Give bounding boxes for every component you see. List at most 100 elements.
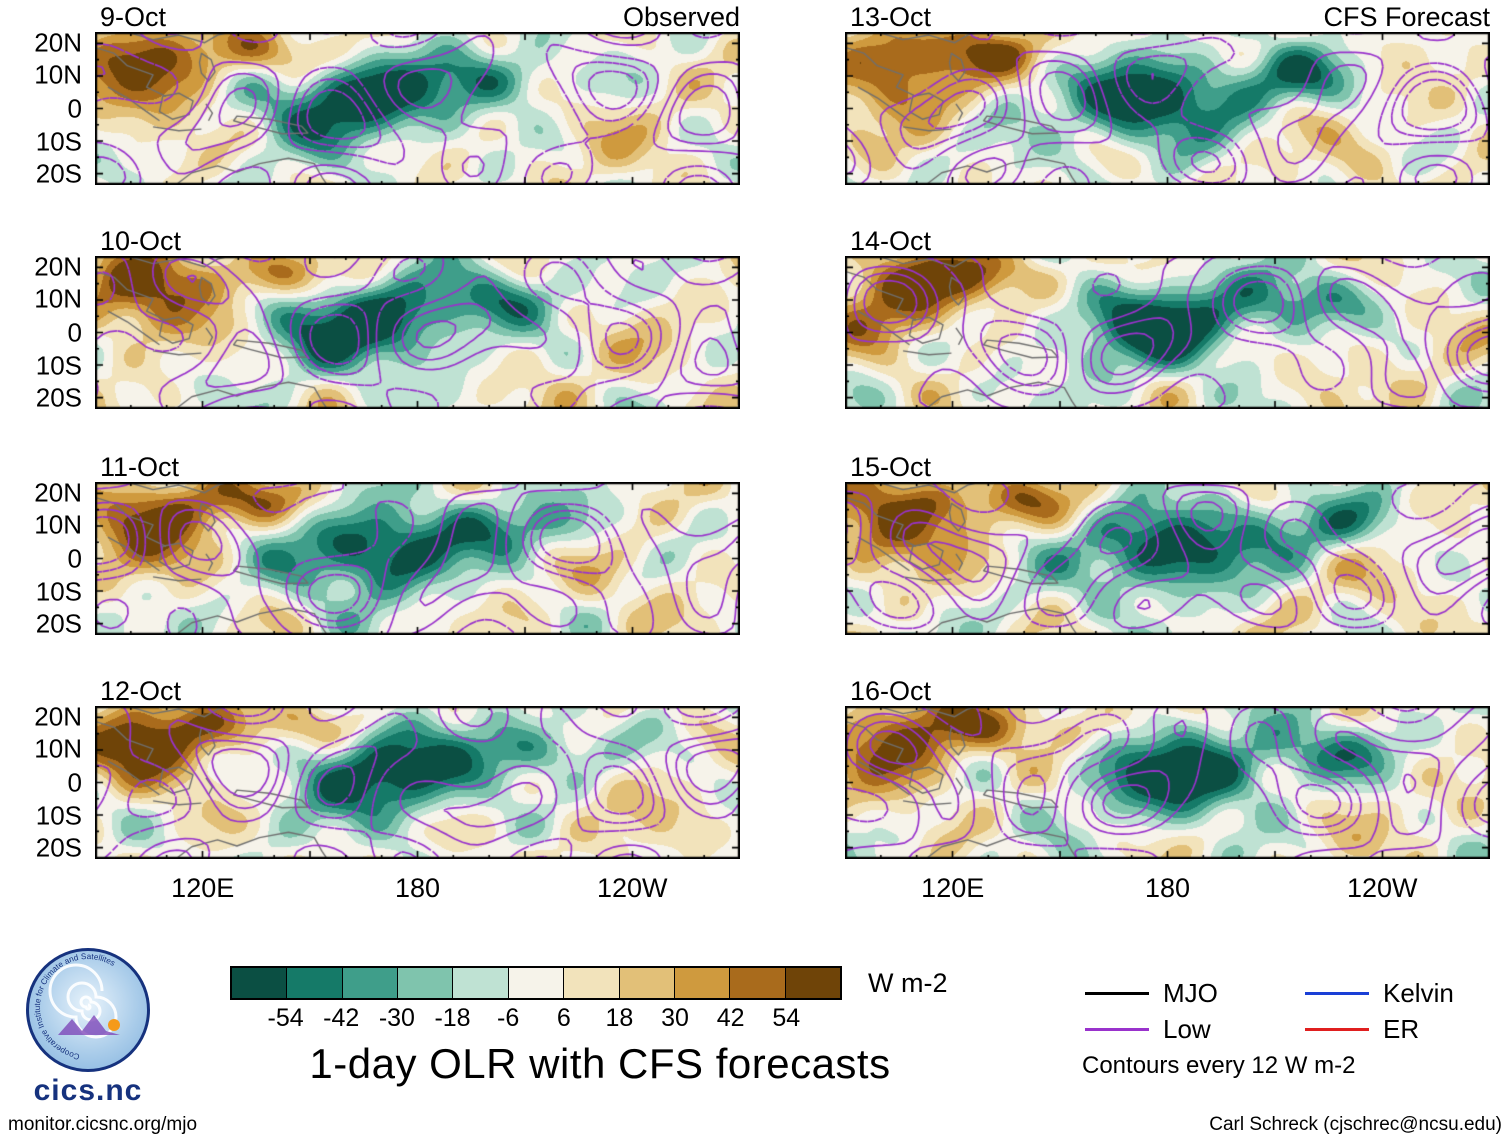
colorbar-cell (619, 968, 675, 998)
kelvin-line-icon (1305, 992, 1369, 995)
lat-tick-label: 10N (34, 509, 82, 540)
observed-column-header: Observed (622, 2, 740, 32)
lon-axis-left: 120E 180 120W (95, 873, 740, 905)
colorbar-tick-label: 54 (772, 1004, 801, 1032)
lat-axis-row1: 20N 10N 0 10S 20S (0, 27, 86, 189)
lat-tick-label: 20S (35, 158, 82, 189)
map-panel-observed-4 (95, 706, 740, 859)
footer-url: monitor.cicsnc.org/mjo (8, 1114, 198, 1135)
cics-logo: Cooperative Institute for Climate and Sa… (8, 948, 168, 1108)
colorbar-cell (730, 968, 786, 998)
panel-date-label: 9-Oct (100, 2, 167, 32)
legend-label: MJO (1163, 978, 1218, 1008)
lat-tick-label: 10S (35, 576, 82, 607)
colorbar-cell (398, 968, 454, 998)
forecast-column-header: CFS Forecast (1323, 2, 1490, 32)
colorbar (230, 966, 842, 1000)
map-panel-observed-2 (95, 256, 740, 409)
colorbar-ticks: -54 -42 -30 -18 -6 6 18 30 42 54 (230, 1004, 842, 1032)
colorbar-cell (508, 968, 565, 998)
map-canvas (95, 32, 740, 185)
lat-tick-label: 20S (35, 382, 82, 413)
lat-tick-label: 20N (34, 251, 82, 282)
lat-tick-label: 10N (34, 59, 82, 90)
panel-date-label: 11-Oct (100, 452, 180, 482)
map-canvas (95, 256, 740, 409)
logo-sun-icon (108, 1019, 120, 1031)
lon-tick-label: 120E (921, 873, 985, 903)
mjo-line-icon (1085, 992, 1149, 995)
panel-date-label: 15-Oct (850, 452, 932, 482)
colorbar-cell (232, 968, 288, 998)
lon-tick-label: 180 (1144, 873, 1191, 903)
legend-label: Low (1163, 1014, 1211, 1044)
lat-tick-label: 20N (34, 477, 82, 508)
low-line-icon (1085, 1028, 1149, 1031)
legend-label: ER (1383, 1014, 1420, 1044)
lon-tick-label: 180 (394, 873, 441, 903)
lat-tick-label: 10S (35, 350, 82, 381)
map-canvas (845, 706, 1490, 859)
colorbar-tick-label: -54 (267, 1004, 304, 1032)
lat-tick-label: 0 (67, 317, 82, 347)
logo-text: cics.nc (33, 1074, 143, 1107)
colorbar-tick-label: 42 (716, 1004, 745, 1032)
lat-tick-label: 20N (34, 27, 82, 58)
legend-item-low: Low (1085, 1014, 1211, 1045)
lat-tick-label: 20S (35, 608, 82, 639)
colorbar-cell (287, 968, 343, 998)
footer-credit: Carl Schreck (cjschrec@ncsu.edu) (1209, 1114, 1502, 1135)
colorbar-tick-label: 18 (605, 1004, 634, 1032)
colorbar-tick-label: -42 (323, 1004, 360, 1032)
colorbar-tick-label: -18 (434, 1004, 471, 1032)
colorbar-cell (342, 968, 399, 998)
colorbar-tick-label: 30 (661, 1004, 689, 1032)
colorbar-cell (674, 968, 731, 998)
panel-date-label: 16-Oct (850, 676, 932, 706)
panel-date-label: 13-Oct (850, 2, 932, 32)
figure-title: 1-day OLR with CFS forecasts (309, 1040, 891, 1087)
lat-axis-row3: 20N 10N 0 10S 20S (0, 477, 86, 639)
map-canvas (845, 32, 1490, 185)
map-panel-forecast-1 (845, 32, 1490, 185)
colorbar-cell (785, 968, 840, 998)
lat-tick-label: 10N (34, 733, 82, 764)
er-line-icon (1305, 1028, 1369, 1031)
lat-axis-row4: 20N 10N 0 10S 20S (0, 701, 86, 863)
map-canvas (95, 482, 740, 635)
map-panel-forecast-4 (845, 706, 1490, 859)
colorbar-tick-label: -6 (497, 1004, 520, 1032)
lon-tick-label: 120W (1347, 873, 1418, 903)
lon-axis-right: 120E 180 120W (845, 873, 1490, 905)
lat-axis-row2: 20N 10N 0 10S 20S (0, 251, 86, 413)
legend-label: Kelvin (1383, 978, 1454, 1008)
map-canvas (845, 256, 1490, 409)
contour-interval-note: Contours every 12 W m-2 (1082, 1052, 1356, 1079)
colorbar-cell (453, 968, 509, 998)
logo-ring-text: Cooperative Institute for Climate and Sa… (33, 952, 117, 1061)
legend-item-mjo: MJO (1085, 978, 1218, 1009)
lat-tick-label: 20S (35, 832, 82, 863)
panel-date-label: 12-Oct (100, 676, 182, 706)
lat-tick-label: 20N (34, 701, 82, 732)
cics-logo-circle: Cooperative Institute for Climate and Sa… (26, 948, 150, 1072)
lat-tick-label: 10S (35, 126, 82, 157)
logo-mountains-icon (58, 1015, 120, 1035)
lon-tick-label: 120W (597, 873, 668, 903)
panel-date-label: 10-Oct (100, 226, 182, 256)
legend-item-er: ER (1305, 1014, 1419, 1045)
lat-tick-label: 0 (67, 93, 82, 123)
lat-tick-label: 0 (67, 543, 82, 573)
lat-tick-label: 0 (67, 767, 82, 797)
map-panel-observed-3 (95, 482, 740, 635)
map-panel-forecast-3 (845, 482, 1490, 635)
map-canvas (95, 706, 740, 859)
lat-tick-label: 10N (34, 283, 82, 314)
lat-tick-label: 10S (35, 800, 82, 831)
lon-tick-label: 120E (171, 873, 235, 903)
colorbar-cell (564, 968, 620, 998)
panel-date-label: 14-Oct (850, 226, 932, 256)
map-panel-forecast-2 (845, 256, 1490, 409)
logo-spiral-icon: Cooperative Institute for Climate and Sa… (33, 952, 120, 1061)
